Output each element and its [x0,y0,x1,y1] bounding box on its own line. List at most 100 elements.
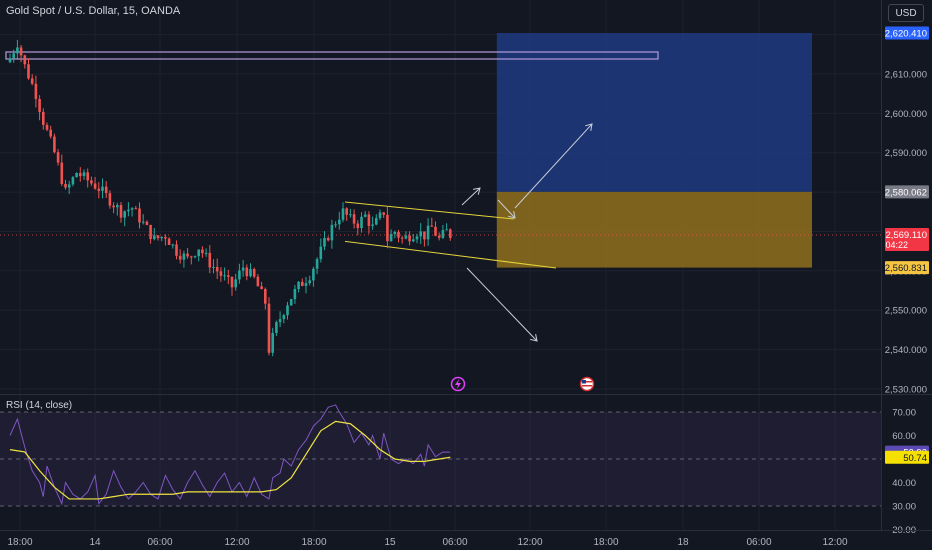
candle-body [234,279,237,288]
candle-body [334,224,337,226]
projection-arrow [461,187,481,206]
rsi-ma-badge-text: 50.74 [903,453,927,464]
candle-body [212,266,215,268]
loss-zone [496,191,812,268]
candle-body [86,172,89,181]
target-price-badge-bg [885,26,929,40]
channel-upper-line [344,201,515,220]
rsi-ma-badge-bg [885,450,929,464]
candle-body [71,177,75,185]
candle-body [119,205,123,218]
price-tick-label: 2,590.000 [885,148,927,159]
candle-body [53,136,56,153]
candle-body [308,280,311,284]
candle-body [16,47,19,54]
candle-body [360,216,363,229]
candle-body [27,64,30,79]
candle-body [449,229,452,239]
time-axis-border [0,530,932,531]
time-tick-label: 06:00 [147,537,172,548]
currency-button[interactable]: USD [888,4,924,22]
candle-body [175,244,178,256]
last-price-badge-bg [885,227,929,251]
candle-body [356,223,360,229]
candle-body [256,276,260,287]
candle-body [349,214,352,216]
drawings[interactable] [0,51,881,342]
flag-canton [582,380,586,384]
candle-body [186,253,189,257]
projection-arrow [514,123,593,209]
candle-body [138,208,141,223]
resistance-box [5,51,659,60]
candle-body [345,208,348,215]
pane-divider[interactable] [0,394,932,395]
projection-arrow [497,199,516,219]
lightning-event-icon[interactable] [450,376,466,392]
last-price-text: 2,569.110 [885,230,927,241]
long-position-tool[interactable] [496,33,812,268]
countdown-text: 04:22 [885,240,908,250]
price-tick-label: 2,540.000 [885,345,927,356]
symbol-title[interactable]: Gold Spot / U.S. Dollar, 15, OANDA [6,5,181,17]
candle-body [437,235,441,238]
candle-body [60,162,64,184]
candle-body [8,58,12,63]
channel-lower-line [344,240,557,269]
candle-body [182,253,186,260]
candle-body [412,239,415,242]
candle-body [386,214,389,242]
candle-body [227,275,230,277]
candle-body [171,244,175,246]
rsi-line [9,404,451,506]
candle-body [293,289,297,300]
candle-body [419,231,422,237]
us-flag-event-icon[interactable] [579,376,595,392]
price-tick-label: 2,600.000 [885,109,927,120]
stop-price-badge-text: 2,560.831 [885,263,927,274]
time-tick-label: 12:00 [224,537,249,548]
candle-body [75,173,78,178]
candle-body [338,219,341,225]
price-tick-label: 2,610.000 [885,69,927,80]
price-axis-border [881,0,882,530]
rsi-indicator-title[interactable]: RSI (14, close) [6,400,73,411]
candle-body [389,234,393,242]
candle-body [278,319,282,323]
candle-body [49,129,52,137]
candle-body [19,47,23,56]
candle-body [56,152,60,163]
candle-body [64,183,67,188]
time-tick-label: 15 [384,537,396,548]
rsi-ma-badge: 50.74 [885,450,929,464]
flag-stripe [582,385,592,387]
price-candles [8,39,452,357]
candle-body [104,186,108,194]
candle-body [79,173,82,177]
candle-body [397,231,400,238]
candle-body [441,230,445,238]
rsi-tick-label: 60.00 [892,431,916,442]
candle-body [164,236,167,239]
candle-body [145,221,149,225]
candle-body [123,211,126,218]
candle-body [393,231,397,235]
time-tick-label: 14 [89,537,101,548]
candle-body [378,212,382,219]
candle-body [160,236,163,239]
profit-zone [496,33,812,192]
candle-body [267,303,271,353]
candle-body [193,256,197,258]
rsi-ma-line [9,420,451,500]
event-icons[interactable] [450,376,595,392]
candle-body [219,271,223,276]
candle-body [264,289,267,304]
candle-body [301,281,304,286]
candle-body [204,252,208,254]
candle-body [315,259,319,269]
time-axis[interactable]: 18:00 14 06:00 12:00 18:00 15 06:00 12:00 18:00 1… [7,537,847,548]
lightning-icon-bolt [455,379,461,389]
candle-body [190,256,193,258]
